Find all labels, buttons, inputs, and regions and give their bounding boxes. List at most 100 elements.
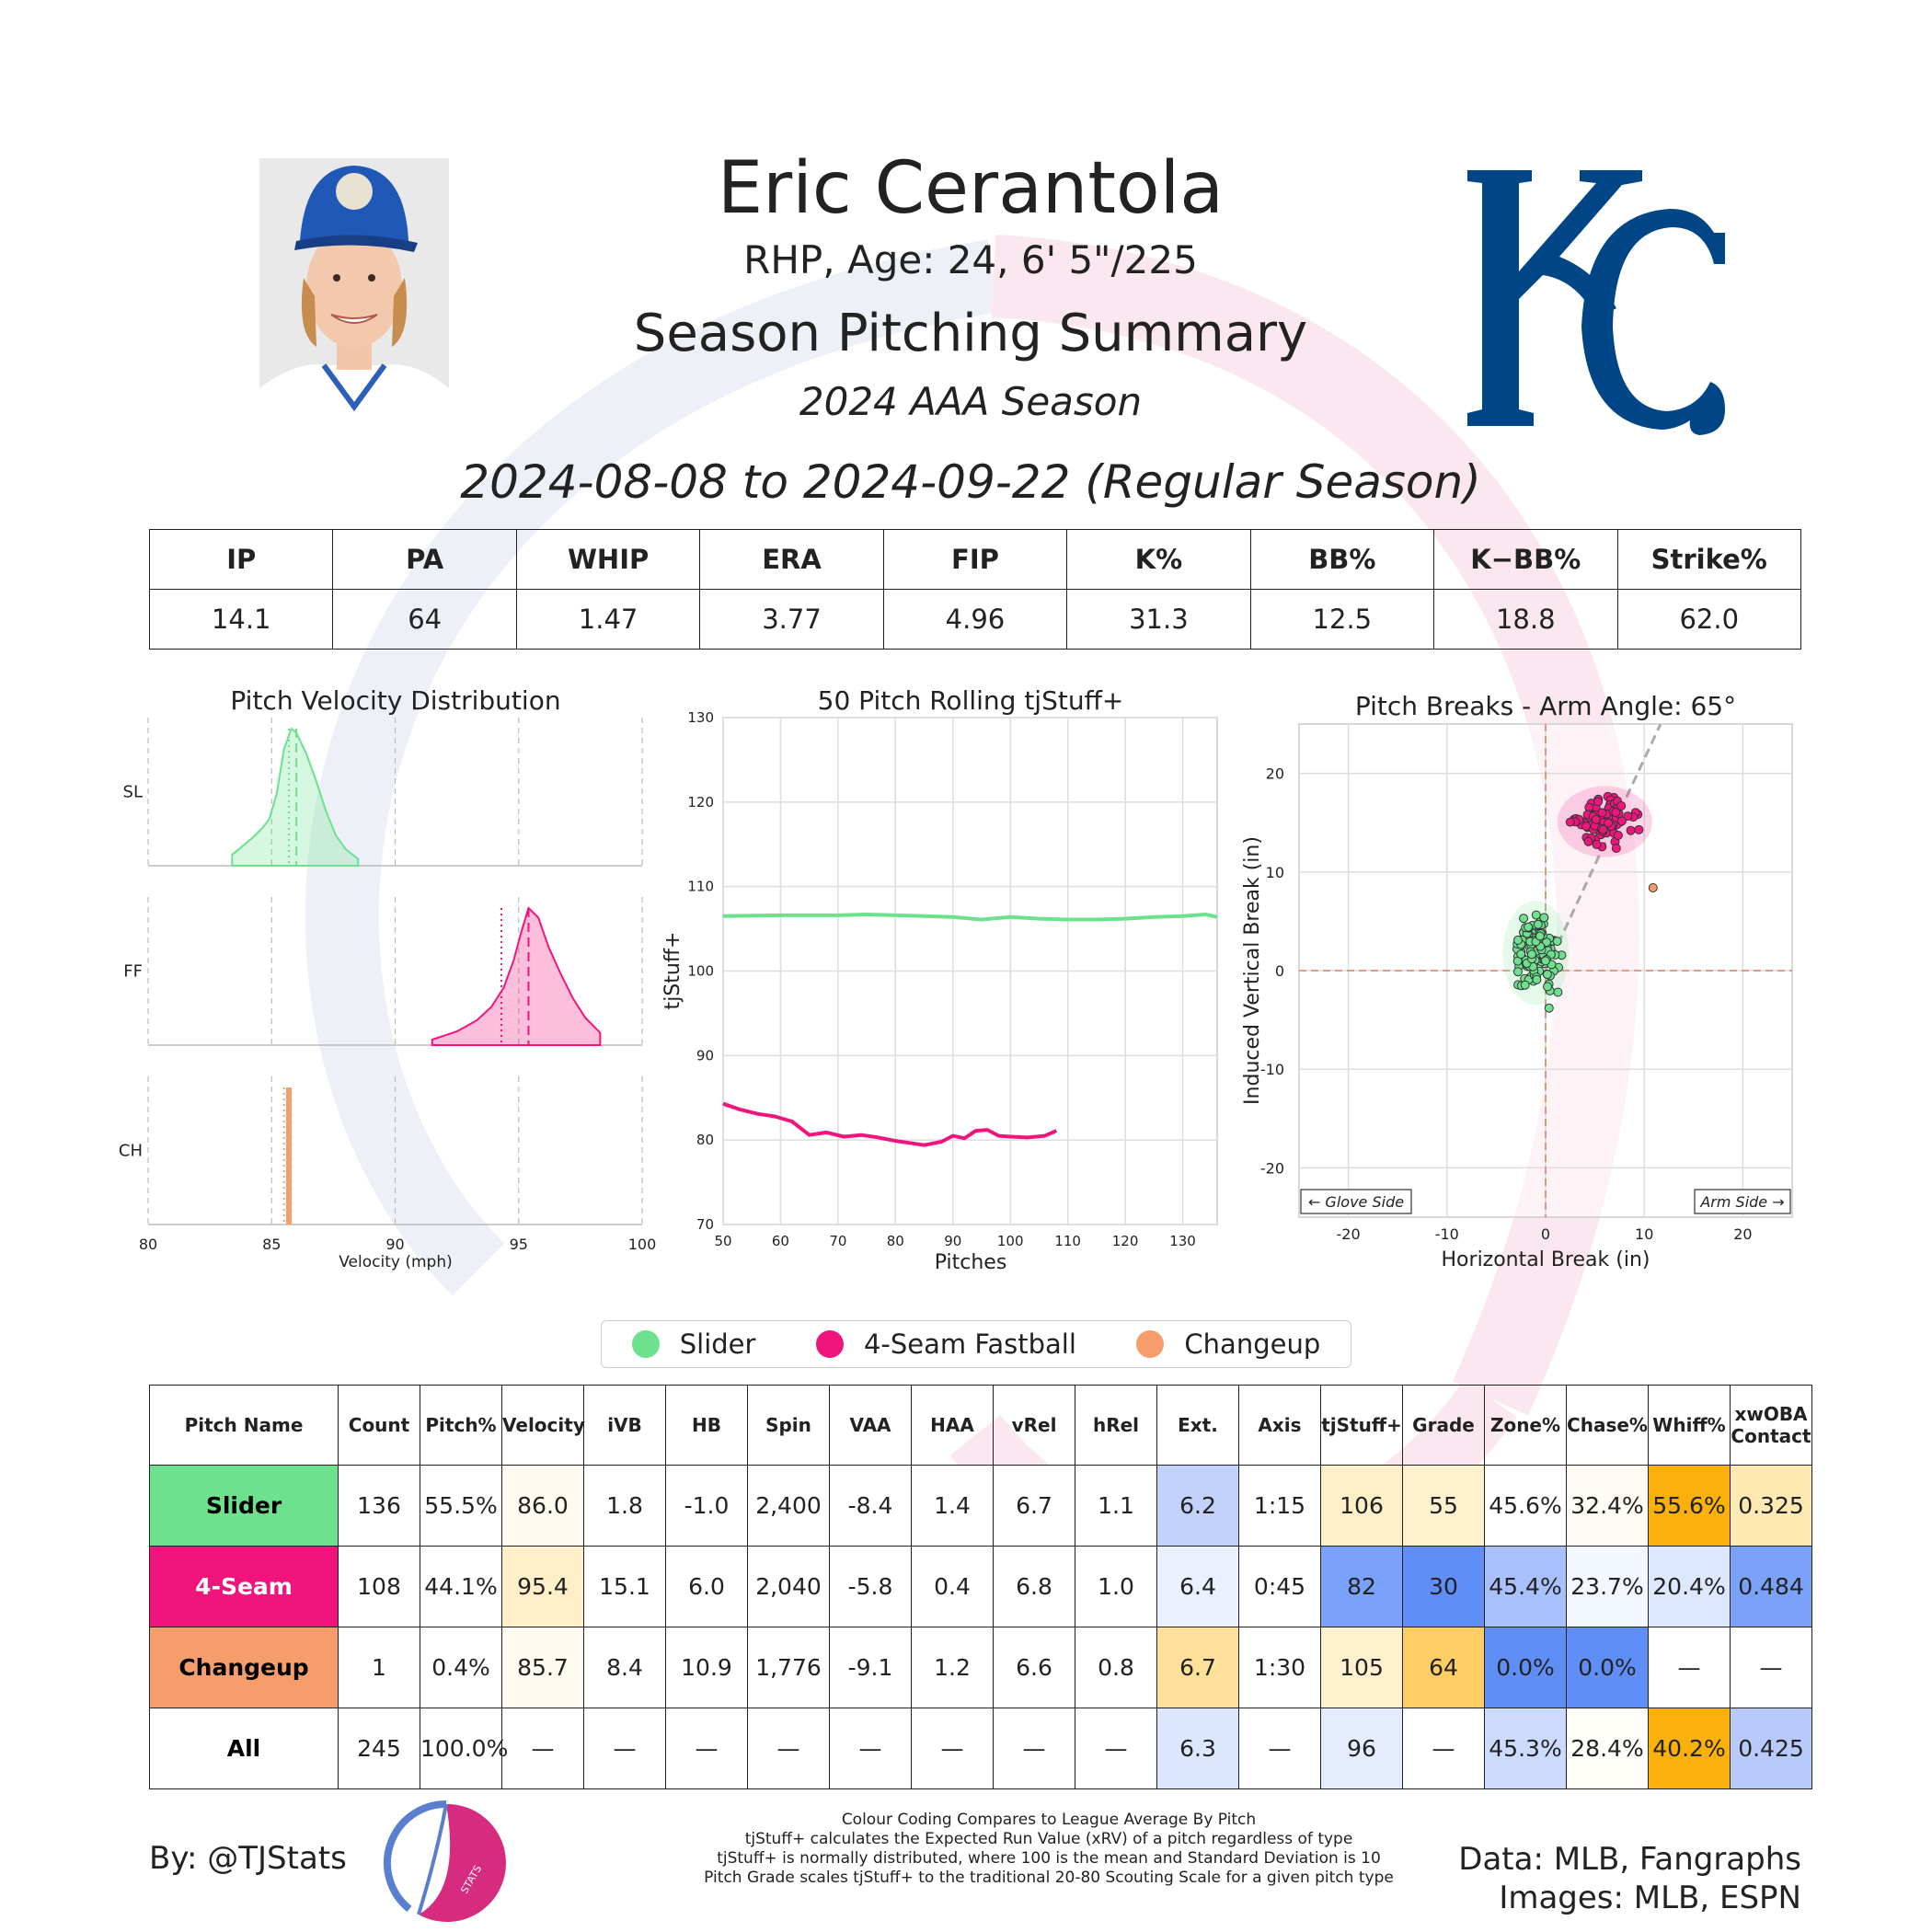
pitch-point <box>1626 825 1636 835</box>
cluster-4-seam-fastball <box>1557 786 1652 857</box>
metric-cell: 0:45 <box>1238 1546 1321 1627</box>
metric-cell: — <box>993 1708 1075 1789</box>
pitch-point <box>1524 922 1534 932</box>
pitch-table-header: xwOBA Contact <box>1730 1385 1812 1466</box>
pitch-point <box>1648 883 1658 892</box>
metric-cell: 1:15 <box>1238 1465 1321 1547</box>
legend-label: Slider <box>679 1328 756 1360</box>
footnote: tjStuff+ calculates the Expected Run Val… <box>744 1830 1353 1848</box>
metric-cell: 136 <box>338 1465 420 1547</box>
pitch-table-header: hRel <box>1075 1385 1157 1466</box>
footnotes: Colour Coding Compares to League Average… <box>626 1811 1472 1888</box>
series-line <box>722 913 1218 922</box>
pitch-point <box>1583 836 1593 846</box>
metric-cell: 1,776 <box>747 1627 830 1708</box>
stat-header: ERA <box>699 529 884 590</box>
stats-header-row: IP PA WHIP ERA FIP K% BB% K−BB% Strike% <box>148 529 1801 590</box>
chart-title: Pitch Velocity Distribution <box>230 685 560 716</box>
pitch-point <box>1520 980 1530 990</box>
chart-title: 50 Pitch Rolling tjStuff+ <box>818 685 1124 716</box>
y-tick-label: 120 <box>687 794 714 811</box>
pitch-table-header: Grade <box>1402 1385 1485 1466</box>
tjstats-logo: STATS <box>383 1800 506 1922</box>
x-tick-label: 120 <box>1112 1233 1139 1249</box>
stat-value: 3.77 <box>699 589 884 650</box>
metric-cell: 86.0 <box>501 1465 584 1547</box>
metric-cell: — <box>911 1708 994 1789</box>
y-tick-label: 100 <box>687 963 714 980</box>
metric-cell: 1:30 <box>1238 1627 1321 1708</box>
y-tick-label: 70 <box>696 1216 714 1233</box>
metric-cell: 6.4 <box>1156 1546 1239 1627</box>
x-tick-label: 90 <box>944 1233 961 1249</box>
player-headshot <box>259 158 449 440</box>
pitch-type-legend: Slider 4-Seam Fastball Changeup <box>601 1320 1351 1368</box>
pitch-header-row: Pitch Name Count Pitch% Velocity iVB HB Spin VA… <box>149 1385 1812 1466</box>
metric-cell: 1.8 <box>583 1465 666 1547</box>
footnote: Colour Coding Compares to League Average… <box>841 1811 1257 1829</box>
pitch-table-header: iVB <box>583 1385 666 1466</box>
pitch-table-header: Chase% <box>1566 1385 1649 1466</box>
metric-cell: 100.0% <box>420 1708 508 1789</box>
series-line <box>722 1101 1058 1147</box>
table-row: 4-Seam 108 44.1% 95.4 15.1 6.0 2,040 -5.8 0.4 6.8… <box>149 1546 1812 1627</box>
stat-value: 18.8 <box>1433 589 1618 650</box>
pitch-point <box>1527 949 1536 960</box>
pitch-table-header: Velocity <box>501 1385 585 1466</box>
legend-marker <box>815 1330 844 1358</box>
metric-cell: 6.0 <box>665 1546 748 1627</box>
pitch-table-header: Spin <box>747 1385 830 1466</box>
metric-cell: 55.5% <box>420 1465 502 1547</box>
pitch-point <box>1565 817 1575 827</box>
pitch-point <box>1591 814 1601 824</box>
legend-marker <box>631 1330 660 1358</box>
metric-cell: 55 <box>1402 1465 1485 1547</box>
metric-cell: 1.1 <box>1075 1465 1157 1547</box>
stat-header: PA <box>332 529 517 590</box>
pitch-table-header: Count <box>338 1385 420 1466</box>
metric-cell: 6.2 <box>1156 1465 1239 1547</box>
metric-cell: 30 <box>1402 1546 1485 1627</box>
pitch-table-header: HAA <box>911 1385 994 1466</box>
metric-cell: — <box>1402 1708 1485 1789</box>
metric-cell: — <box>1238 1708 1321 1789</box>
pitch-table-header: vRel <box>993 1385 1075 1466</box>
metric-cell: 106 <box>1320 1465 1403 1547</box>
pitch-point <box>1543 982 1553 992</box>
metric-cell: 15.1 <box>583 1546 666 1627</box>
metric-cell: 64 <box>1402 1627 1485 1708</box>
metric-cell: — <box>501 1708 584 1789</box>
pitch-point <box>1533 919 1543 929</box>
stats-value-row: 14.1 64 1.47 3.77 4.96 31.3 12.5 18.8 62.0 <box>148 589 1801 650</box>
stat-header: K% <box>1066 529 1251 590</box>
x-axis-label: Horizontal Break (in) <box>1442 1248 1650 1271</box>
x-tick-label: 10 <box>1635 1225 1653 1243</box>
season-label: 2024 AAA Season <box>799 379 1143 424</box>
x-axis-label: Velocity (mph) <box>339 1253 452 1271</box>
x-tick-label: 90 <box>385 1236 404 1253</box>
metric-cell: 23.7% <box>1566 1546 1649 1627</box>
pitch-name-cell: Changeup <box>149 1627 339 1708</box>
metric-cell: 6.7 <box>1156 1627 1239 1708</box>
metric-cell: — <box>1075 1708 1157 1789</box>
metric-cell: -8.4 <box>829 1465 912 1547</box>
image-source: Images: MLB, ESPN <box>1499 1880 1801 1916</box>
arm-side-label: Arm Side → <box>1699 1193 1784 1211</box>
metric-cell: — <box>665 1708 748 1789</box>
metric-cell: 45.3% <box>1484 1708 1567 1789</box>
pitch-point <box>1540 956 1550 966</box>
pitch-table-header: Ext. <box>1156 1385 1239 1466</box>
velocity-panel-ch: CH <box>119 1076 643 1225</box>
panel-label: FF <box>123 962 143 982</box>
pitch-table-header: Pitch% <box>420 1385 502 1466</box>
velocity-panel-ff: FF <box>123 897 643 1046</box>
y-tick-label: -10 <box>1260 1061 1284 1078</box>
pitch-table-header: Pitch Name <box>149 1385 339 1466</box>
cluster-slider <box>1502 901 1570 1013</box>
chart-title: Pitch Breaks - Arm Angle: 65° <box>1355 691 1736 721</box>
x-tick-label: 95 <box>510 1236 528 1253</box>
y-axis-label: Induced Vertical Break (in) <box>1241 836 1264 1105</box>
pitch-point <box>1512 967 1523 977</box>
pitch-point <box>1532 974 1542 984</box>
y-tick-label: 130 <box>687 709 714 726</box>
